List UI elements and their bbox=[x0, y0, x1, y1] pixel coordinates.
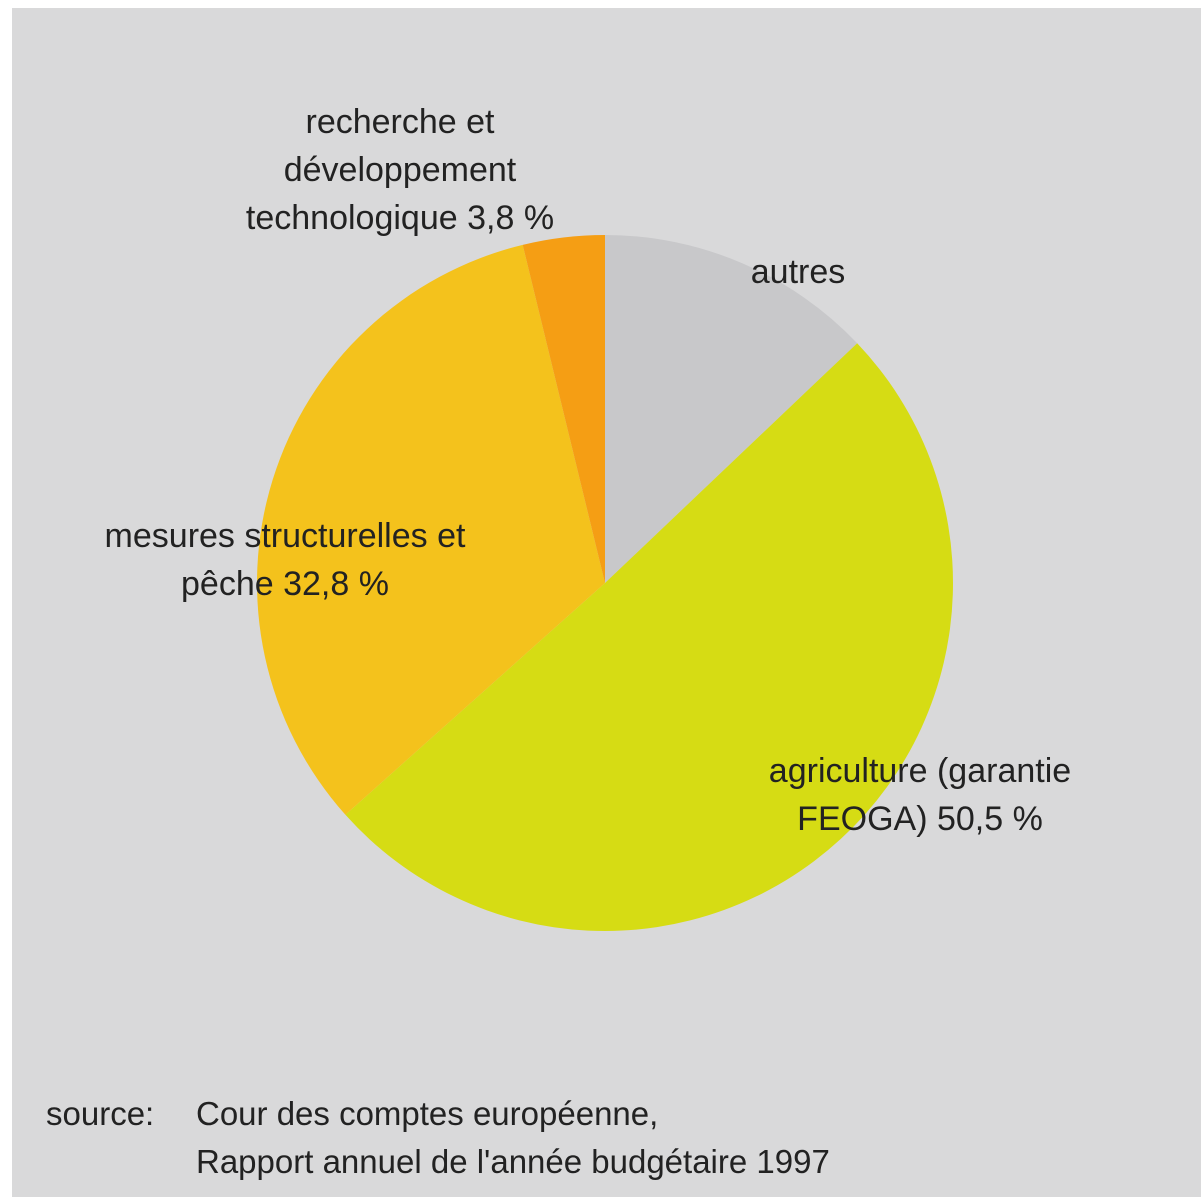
source-lines: Cour des comptes européenne, Rapport annu… bbox=[196, 1090, 830, 1186]
pie-slice bbox=[522, 235, 605, 583]
slice-label: recherche et développement technologique… bbox=[210, 98, 590, 242]
slice-label: mesures structurelles et pêche 32,8 % bbox=[75, 512, 495, 608]
pie-slice bbox=[256, 244, 605, 815]
category-name: mesures structurelles et pêche bbox=[104, 517, 466, 603]
category-name: recherche et développement technologique bbox=[245, 103, 517, 237]
slice-label: agriculture (garantie FEOGA) 50,5 % bbox=[740, 747, 1100, 843]
value-label: 50,5 % bbox=[936, 800, 1043, 838]
category-name: agriculture (garantie FEOGA) bbox=[768, 752, 1072, 838]
value-label: 32,8 % bbox=[283, 565, 389, 603]
category-name: autres bbox=[750, 253, 846, 291]
pie-slice bbox=[345, 343, 953, 931]
value-label: 3,8 % bbox=[467, 199, 555, 237]
source-label: source: bbox=[46, 1095, 155, 1132]
pie-slice bbox=[605, 235, 858, 583]
source: source: Cour des comptes européenne, Rapp… bbox=[46, 1090, 830, 1180]
source-line: Rapport annuel de l'année budgétaire 199… bbox=[196, 1143, 830, 1180]
slice-label: autres bbox=[648, 248, 948, 296]
source-line: Cour des comptes européenne, bbox=[196, 1095, 659, 1132]
